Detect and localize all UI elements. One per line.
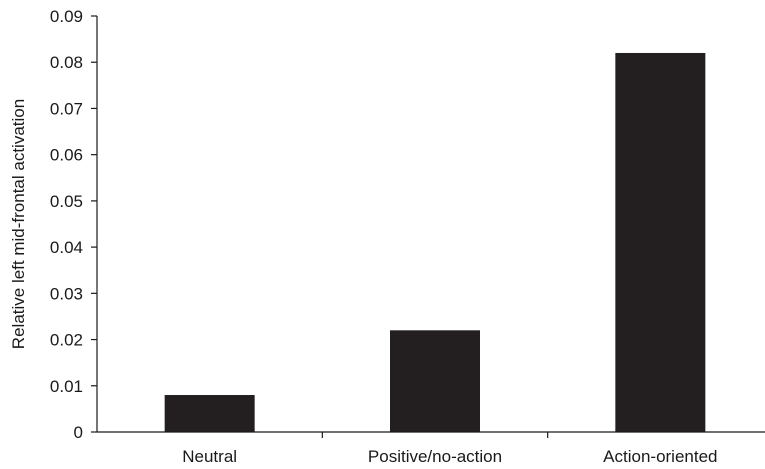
y-tick-label: 0.01 (50, 377, 83, 396)
y-tick-label: 0.04 (50, 238, 83, 257)
y-tick-label: 0.02 (50, 331, 83, 350)
x-category-label: Neutral (182, 447, 237, 466)
bar-positive-no-action (390, 330, 480, 432)
x-category-label: Positive/no-action (368, 447, 502, 466)
y-tick-label: 0.07 (50, 99, 83, 118)
y-tick-label: 0.08 (50, 53, 83, 72)
y-tick-label: 0.03 (50, 284, 83, 303)
bar-action-oriented (615, 52, 706, 432)
y-tick-label: 0 (74, 423, 83, 442)
x-category-label: Action-oriented (603, 447, 717, 466)
x-axis-labels: Neutral Positive/no-action Action-oriented (182, 432, 718, 466)
y-axis-title: Relative left mid-frontal activation (9, 99, 28, 349)
y-tick-label: 0.06 (50, 146, 83, 165)
bar-neutral (164, 395, 255, 432)
y-tick-label: 0.05 (50, 192, 83, 211)
y-tick-label: 0.09 (50, 7, 83, 26)
bars (164, 52, 706, 432)
y-axis-ticks: 0 0.01 0.02 0.03 0.04 0.05 0.06 0.07 0.08 0.09 (50, 7, 97, 442)
